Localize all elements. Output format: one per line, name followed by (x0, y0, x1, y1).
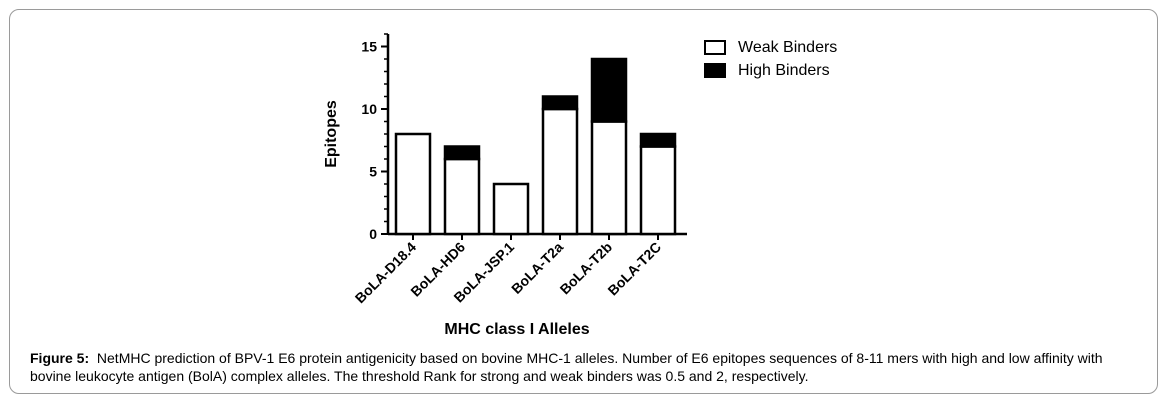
x-tick-label: BoLA-T2C (604, 239, 664, 299)
bar-segment-high (541, 95, 579, 111)
y-tick-label: 5 (369, 164, 377, 180)
x-axis-title: MHC class I Alleles (444, 321, 589, 338)
figure-caption: Figure 5: NetMHC prediction of BPV-1 E6 … (30, 349, 1145, 385)
bar-segment-weak (541, 107, 579, 236)
bar-segment-high (639, 132, 677, 148)
bar-segment-weak (639, 145, 677, 236)
chart-legend: Weak Binders High Binders (704, 36, 837, 82)
bar-segment-weak (492, 182, 530, 236)
stacked-bar-chart: 051015BoLA-D18.4BoLA-HD6BoLA-JSP.1BoLA-T… (323, 33, 687, 338)
chart-bars (394, 57, 677, 236)
y-axis-title: Epitopes (323, 100, 340, 168)
caption-text: NetMHC prediction of BPV-1 E6 protein an… (30, 350, 1103, 384)
y-tick-label: 0 (369, 226, 377, 242)
legend-label-weak: Weak Binders (738, 38, 838, 56)
figure-frame (9, 9, 1158, 394)
bar-segment-weak (590, 120, 628, 236)
bar-segment-high (443, 145, 481, 161)
bar-segment-weak (443, 157, 481, 236)
legend-swatch-weak (704, 40, 726, 55)
legend-item-high: High Binders (704, 59, 837, 82)
bar-segment-weak (394, 132, 432, 236)
caption-label: Figure 5: (30, 350, 90, 366)
bar-segment-high (590, 57, 628, 123)
y-tick-label: 10 (361, 101, 377, 117)
legend-swatch-high (704, 63, 726, 78)
legend-item-weak: Weak Binders (704, 36, 837, 59)
y-tick-label: 15 (361, 39, 377, 55)
x-tick-label: BoLA-D18.4 (352, 239, 420, 307)
legend-label-high: High Binders (738, 61, 830, 79)
